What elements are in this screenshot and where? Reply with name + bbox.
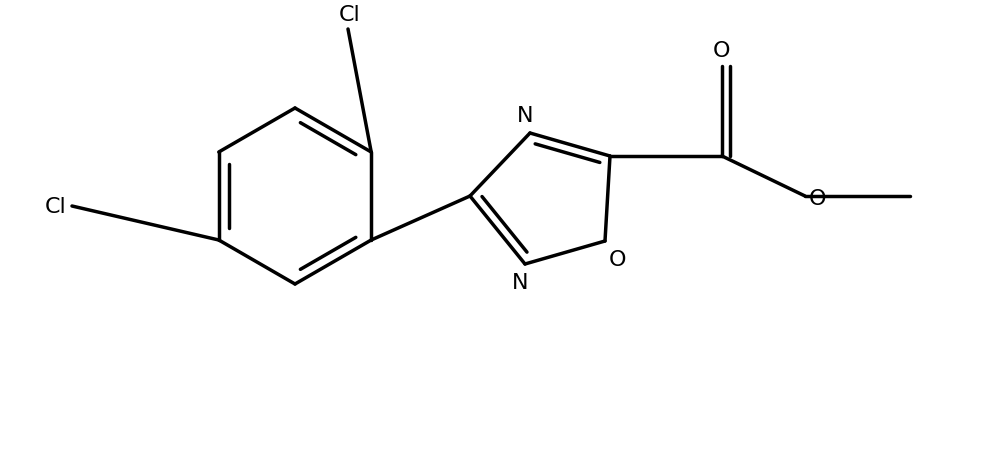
Text: O: O	[609, 249, 626, 269]
Text: O: O	[808, 189, 825, 208]
Text: Cl: Cl	[339, 5, 360, 25]
Text: N: N	[512, 272, 528, 292]
Text: N: N	[517, 106, 533, 126]
Text: Cl: Cl	[45, 197, 67, 216]
Text: O: O	[712, 41, 730, 61]
